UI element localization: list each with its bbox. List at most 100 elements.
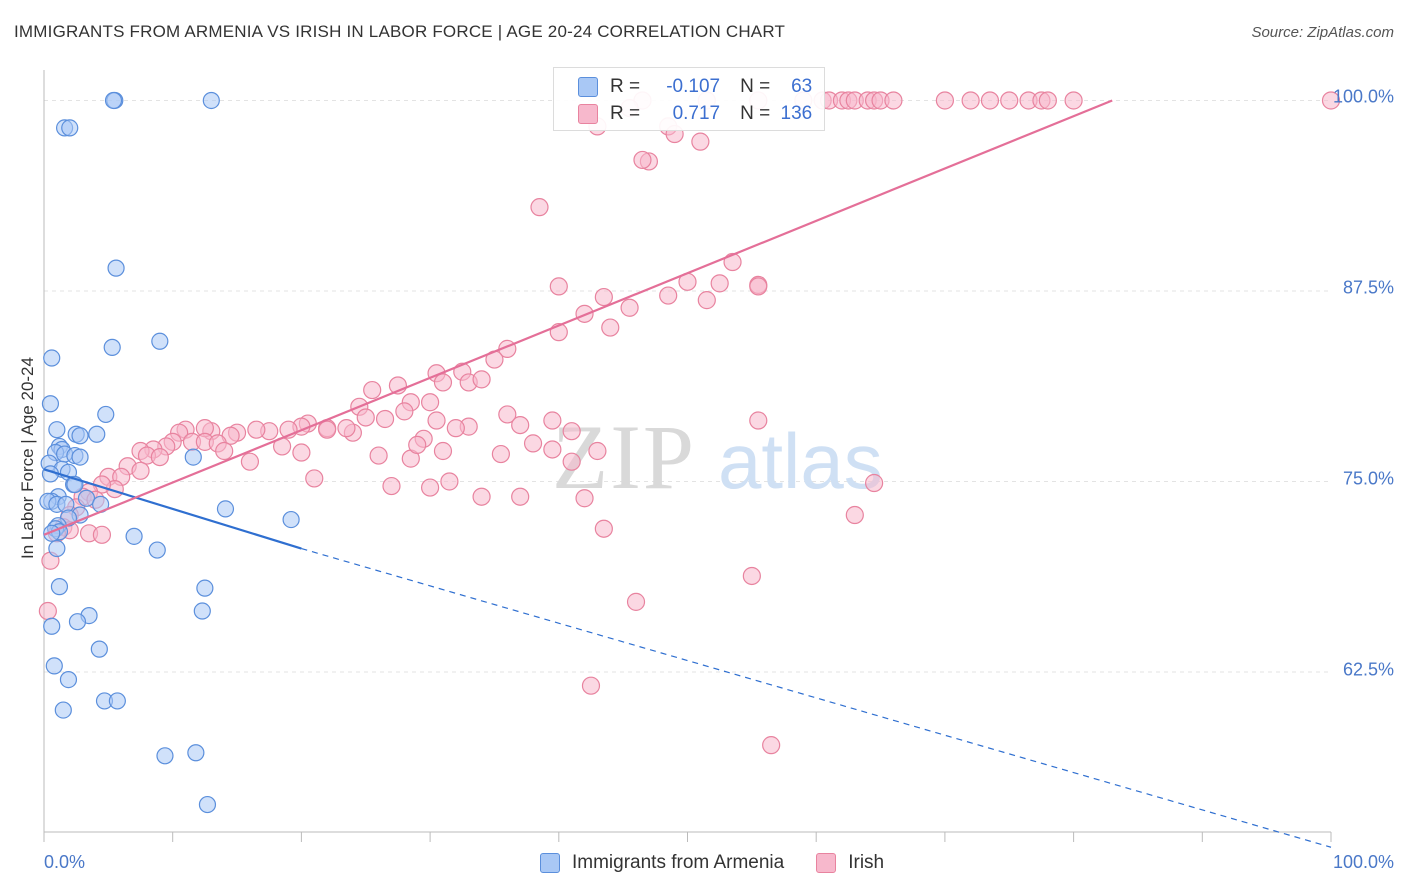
legend-item-armenia[interactable]: Immigrants from Armenia bbox=[540, 852, 784, 874]
data-point bbox=[338, 420, 355, 437]
data-point bbox=[72, 428, 88, 444]
data-point bbox=[576, 305, 593, 322]
data-point bbox=[473, 371, 490, 388]
gridlines bbox=[44, 100, 1331, 672]
data-point bbox=[981, 92, 998, 109]
data-point bbox=[93, 526, 110, 543]
data-point bbox=[62, 120, 78, 136]
data-point bbox=[563, 453, 580, 470]
data-point bbox=[473, 488, 490, 505]
data-point bbox=[582, 677, 599, 694]
data-point bbox=[447, 420, 464, 437]
data-point bbox=[544, 412, 561, 429]
data-point bbox=[396, 403, 413, 420]
data-point bbox=[492, 446, 509, 463]
data-point bbox=[151, 449, 168, 466]
r-value: -0.107 bbox=[646, 76, 720, 98]
data-point bbox=[422, 479, 439, 496]
data-point bbox=[194, 603, 210, 619]
x-tick-label-min: 0.0% bbox=[44, 852, 85, 873]
data-point bbox=[217, 501, 233, 517]
data-point bbox=[563, 423, 580, 440]
data-point bbox=[293, 444, 310, 461]
data-point bbox=[846, 507, 863, 524]
data-point bbox=[743, 567, 760, 584]
data-point bbox=[126, 528, 142, 544]
data-point bbox=[660, 287, 677, 304]
data-point bbox=[698, 292, 715, 309]
data-point bbox=[692, 133, 709, 150]
data-point bbox=[42, 396, 58, 412]
data-point bbox=[512, 417, 529, 434]
legend-row-irish: R = 0.717 N = 136 bbox=[578, 102, 812, 126]
armenia-legend-swatch bbox=[540, 853, 560, 873]
y-tick-label: 75.0% bbox=[1343, 469, 1394, 490]
data-point bbox=[306, 470, 323, 487]
data-point bbox=[46, 658, 62, 674]
data-point bbox=[72, 449, 88, 465]
series-legend: Immigrants from Armenia Irish bbox=[540, 852, 916, 874]
data-point bbox=[595, 289, 612, 306]
data-point bbox=[49, 422, 65, 438]
data-point bbox=[91, 641, 107, 657]
data-point bbox=[248, 421, 265, 438]
data-point bbox=[241, 453, 258, 470]
data-point bbox=[576, 490, 593, 507]
data-point bbox=[409, 436, 426, 453]
armenia-trend-extension bbox=[301, 549, 1331, 848]
r-value: 0.717 bbox=[646, 103, 720, 125]
data-point bbox=[589, 443, 606, 460]
data-point bbox=[512, 488, 529, 505]
data-point bbox=[422, 394, 439, 411]
data-point bbox=[216, 443, 233, 460]
n-label: N = bbox=[740, 103, 770, 125]
data-point bbox=[602, 319, 619, 336]
data-point bbox=[149, 542, 165, 558]
data-point bbox=[60, 672, 76, 688]
data-point bbox=[132, 462, 149, 479]
data-point bbox=[428, 412, 445, 429]
data-point bbox=[108, 260, 124, 276]
n-value: 136 bbox=[778, 103, 812, 125]
data-point bbox=[188, 745, 204, 761]
y-axis-label: In Labor Force | Age 20-24 bbox=[18, 357, 38, 559]
data-point bbox=[199, 797, 215, 813]
data-point bbox=[750, 278, 767, 295]
data-point bbox=[89, 426, 105, 442]
data-point bbox=[885, 92, 902, 109]
chart-title: IMMIGRANTS FROM ARMENIA VS IRISH IN LABO… bbox=[14, 22, 785, 42]
data-point bbox=[1039, 92, 1056, 109]
data-point bbox=[152, 333, 168, 349]
data-point bbox=[185, 449, 201, 465]
data-point bbox=[962, 92, 979, 109]
data-point bbox=[711, 275, 728, 292]
n-value: 63 bbox=[778, 76, 812, 98]
r-label: R = bbox=[610, 103, 640, 125]
data-point bbox=[383, 478, 400, 495]
data-point bbox=[109, 693, 125, 709]
data-point bbox=[525, 435, 542, 452]
y-tick-label: 87.5% bbox=[1343, 278, 1394, 299]
data-point bbox=[55, 702, 71, 718]
legend-label-irish: Irish bbox=[848, 852, 884, 874]
data-point bbox=[104, 339, 120, 355]
data-point bbox=[1001, 92, 1018, 109]
data-point bbox=[203, 92, 219, 108]
y-tick-label: 62.5% bbox=[1343, 660, 1394, 681]
legend-item-irish[interactable]: Irish bbox=[816, 852, 884, 874]
source-credit: Source: ZipAtlas.com bbox=[1251, 24, 1394, 41]
irish-swatch bbox=[578, 104, 598, 124]
data-point bbox=[44, 350, 60, 366]
data-point bbox=[434, 374, 451, 391]
watermark-atlas: atlas bbox=[718, 417, 883, 505]
data-point bbox=[357, 409, 374, 426]
correlation-legend: R = -0.107 N = 63 R = 0.717 N = 136 bbox=[553, 67, 825, 131]
data-point bbox=[51, 579, 67, 595]
data-point bbox=[197, 580, 213, 596]
n-label: N = bbox=[740, 76, 770, 98]
data-point bbox=[44, 618, 60, 634]
data-point bbox=[319, 421, 336, 438]
data-point bbox=[628, 593, 645, 610]
data-point bbox=[634, 151, 651, 168]
data-point bbox=[370, 447, 387, 464]
